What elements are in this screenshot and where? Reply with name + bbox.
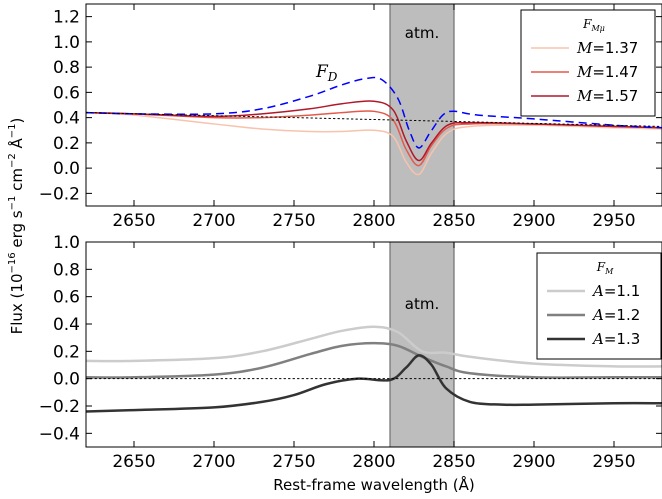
x-tick-label: 2750 (272, 452, 315, 472)
x-axis-label: Rest-frame wavelength (Å) (273, 475, 474, 494)
legend-label: A=1.3 (591, 330, 640, 348)
legend-top: FMμ M=1.37 M=1.47 M=1.57 (520, 9, 656, 117)
y-label-exp3: −2 (7, 153, 18, 168)
y-tick-label: 1.0 (53, 33, 80, 53)
series-line-a-1-1 (86, 325, 662, 368)
y-label-close: ) (8, 118, 26, 124)
series-line-a-1-2 (86, 341, 662, 379)
x-tick-label: 2750 (272, 211, 315, 231)
legend-box (520, 9, 656, 117)
y-tick-label: 0.2 (53, 134, 80, 154)
y-label-exp4: −1 (7, 123, 18, 138)
legend-label: M=1.57 (576, 87, 638, 105)
bottom-panel: atm. 2650 2700 2750 2800 2850 2900 2950 −0.4 −0.… (39, 233, 662, 472)
legend-label: M=1.37 (576, 39, 638, 57)
series-line-m-1-57 (86, 100, 662, 162)
legend-title: FMμ (582, 17, 605, 33)
y-label-cm: cm (8, 168, 26, 196)
y-tick-label: 0.6 (53, 288, 80, 308)
y-label-ang: Å (7, 137, 26, 153)
legend-label: A=1.1 (591, 282, 640, 300)
top-panel: atm. 2650 2700 2750 2800 2850 2900 2950 −0.2 0.0… (39, 3, 662, 231)
y-tick-label: 1.0 (53, 233, 80, 253)
y-label-exp: −16 (7, 252, 18, 273)
y-tick-label: 0.0 (53, 370, 80, 390)
y-axis-label: Flux (10−16 erg s−1 cm−2 Å−1) (7, 118, 26, 335)
x-tick-label: 2900 (512, 211, 555, 231)
y-tick-label: −0.2 (39, 184, 80, 204)
y-tick-label: −0.2 (39, 397, 80, 417)
series-line-f-d (86, 76, 662, 149)
x-tick-label: 2800 (352, 211, 395, 231)
series-line-m-1-37 (86, 111, 662, 176)
y-tick-label: 0.6 (53, 83, 80, 103)
legend-title: FM (596, 260, 614, 276)
atm-label-bottom: atm. (405, 295, 439, 313)
x-tick-label: 2950 (592, 211, 635, 231)
x-tick-label: 2850 (432, 452, 475, 472)
y-tick-label: −0.4 (39, 424, 80, 444)
x-tick-label: 2700 (192, 452, 235, 472)
y-label-middle: erg s (8, 210, 26, 252)
y-tick-label: 0.8 (53, 58, 80, 78)
legend-label: M=1.47 (576, 63, 638, 81)
fd-annotation-sub: D (327, 70, 338, 84)
x-tick-label: 2700 (192, 211, 235, 231)
x-tick-label: 2650 (112, 211, 155, 231)
y-label-prefix: Flux (10 (8, 274, 26, 335)
series-line-a-1-3 (86, 354, 662, 413)
x-tick-label: 2800 (352, 452, 395, 472)
y-tick-label: 1.2 (53, 8, 80, 28)
y-tick-label: 0.4 (53, 109, 80, 129)
series-line-baseline (86, 112, 662, 127)
legend-label: A=1.2 (591, 306, 640, 324)
y-label-exp2: −1 (7, 196, 18, 211)
y-tick-label: 0.4 (53, 315, 80, 335)
atm-band-bottom (390, 242, 454, 447)
y-tick-label: 0.2 (53, 342, 80, 362)
x-tick-label: 2850 (432, 211, 475, 231)
fd-annotation: FD (315, 62, 338, 84)
x-tick-label: 2950 (592, 452, 635, 472)
fd-annotation-main: F (315, 62, 329, 82)
atm-label-top: atm. (405, 24, 439, 42)
legend-box (536, 252, 662, 360)
x-tick-label: 2900 (512, 452, 555, 472)
y-tick-label: 0.0 (53, 159, 80, 179)
legend-bottom: FM A=1.1 A=1.2 A=1.3 (536, 252, 662, 360)
x-tick-label: 2650 (112, 452, 155, 472)
y-tick-label: 0.8 (53, 260, 80, 280)
